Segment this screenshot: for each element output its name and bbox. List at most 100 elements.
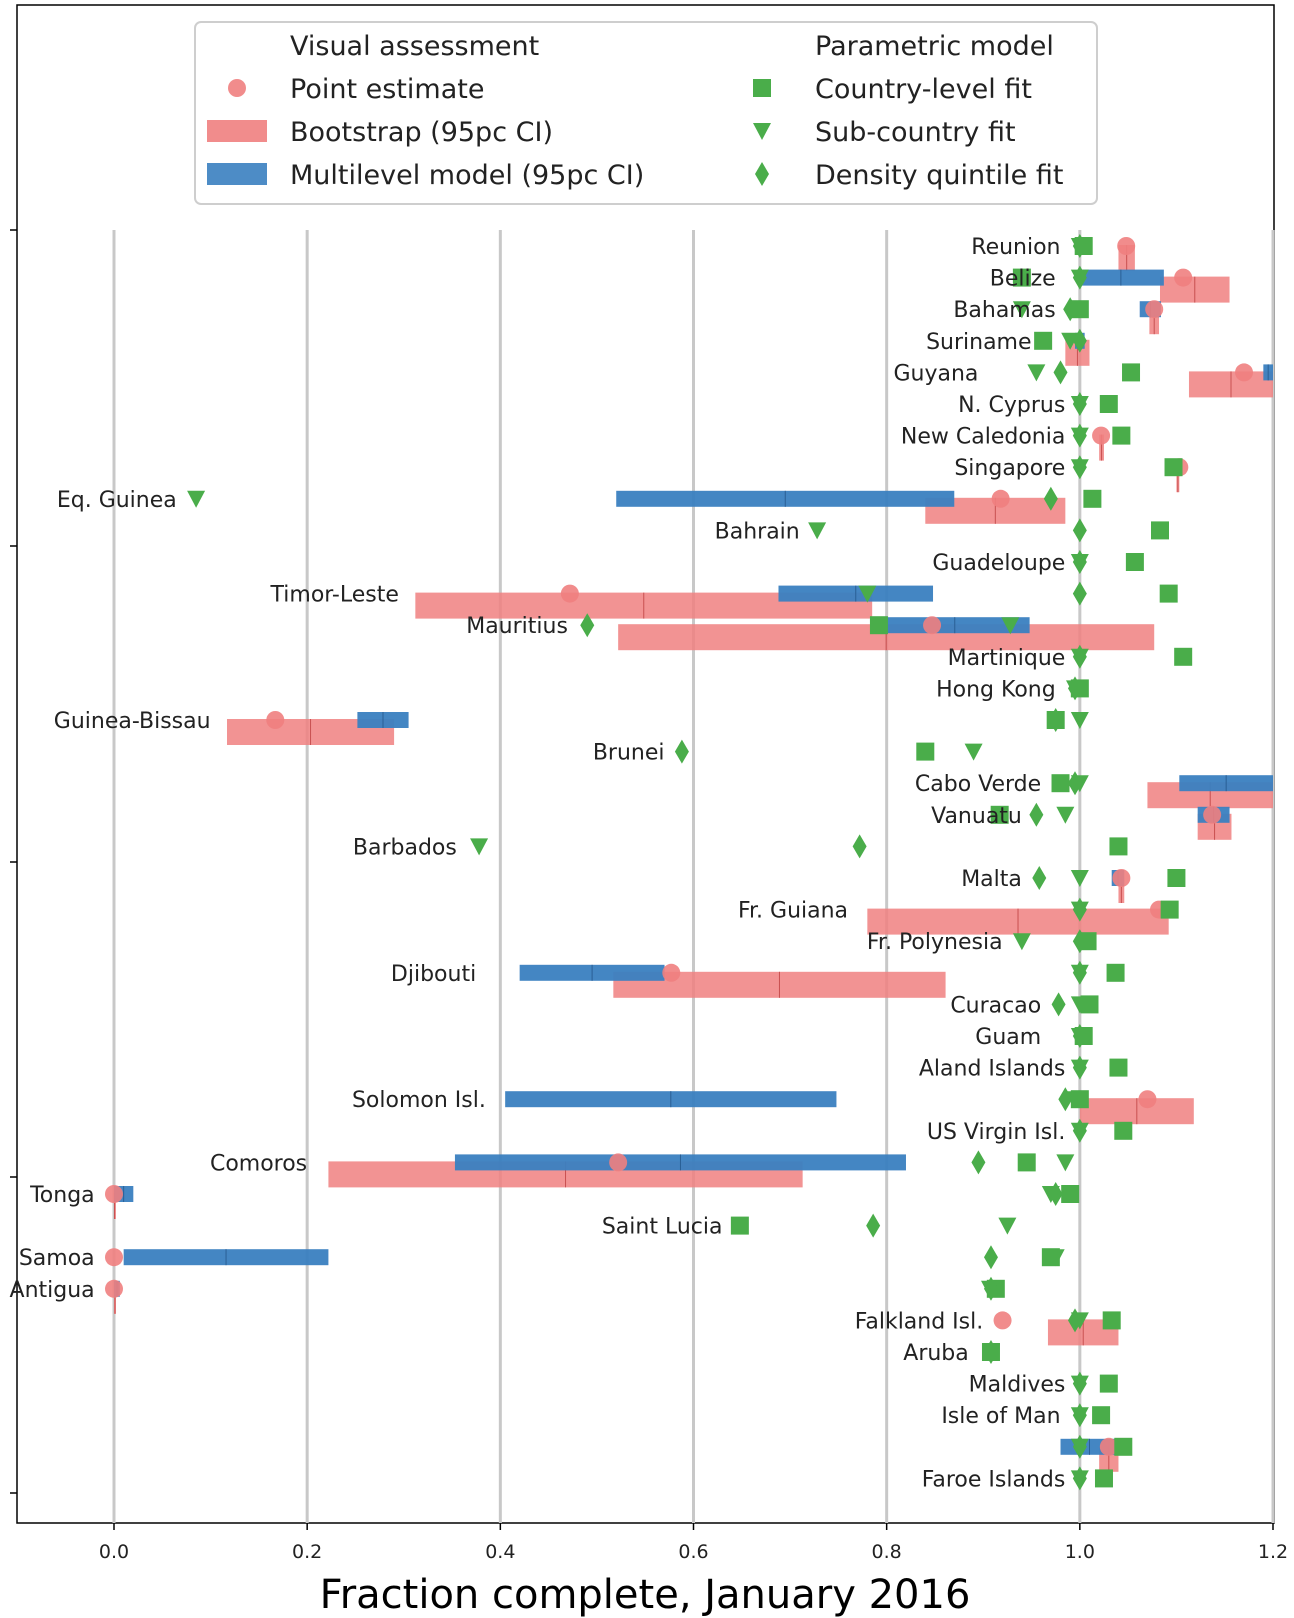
country-row [675,740,983,764]
country-label: Reunion [971,235,1060,260]
country-level-fit [1034,332,1052,350]
legend-entry-label: Multilevel model (95pc CI) [290,160,644,191]
density-quintile-fit [1073,518,1087,542]
country-label: US Virgin Isl. [927,1120,1065,1145]
country-label: Belize [990,267,1056,292]
sub-country-fit [1056,807,1074,824]
country-row [1052,771,1273,808]
country-level-fit [1174,648,1192,666]
country-label: Guam [975,1025,1041,1050]
country-row [994,1308,1121,1345]
country-level-fit [1107,964,1125,982]
country-row [982,1340,1000,1364]
country-level-fit [1167,869,1185,887]
country-label: Faroe Islands [922,1467,1066,1492]
country-label: Isle of Man [941,1404,1060,1429]
density-quintile-fit [1032,866,1046,890]
point-estimate [1203,806,1221,824]
sub-country-fit [187,491,205,508]
x-tick-label: 1.2 [1258,1541,1288,1563]
country-level-fit [1165,458,1183,476]
density-quintile-fit [1073,392,1087,416]
country-level-fit [1095,1469,1113,1487]
country-row [1071,1403,1110,1427]
point-estimate [561,585,579,603]
country-label: Falkland Isl. [855,1309,984,1334]
country-label: Barbados [353,835,457,860]
country-label: Brunei [593,741,665,766]
x-tick-label: 0.2 [292,1541,322,1563]
sub-country-fit [808,522,826,539]
point-estimate [105,1280,123,1298]
density-quintile-fit [1073,961,1087,985]
country-row [991,803,1232,840]
point-estimate [1145,300,1163,318]
point-estimate [1138,1090,1156,1108]
country-row [1052,992,1099,1016]
point-estimate [1235,363,1253,381]
sub-country-fit [1027,364,1045,381]
point-estimate [992,490,1010,508]
country-row [1071,1024,1093,1048]
chart-marks [105,234,1273,1490]
country-label: Solomon Isl. [352,1088,486,1113]
legend-marker-bar [207,163,267,185]
density-quintile-fit [971,1150,985,1174]
country-level-fit [870,616,888,634]
density-quintile-fit [1073,550,1087,574]
country-row [1032,866,1185,903]
country-level-fit [1103,1311,1121,1329]
density-quintile-fit [1073,424,1087,448]
country-label: Eq. Guinea [57,488,177,513]
density-quintile-fit [1073,1056,1087,1080]
country-label: Suriname [926,330,1031,355]
country-row [105,1277,1005,1314]
sub-country-fit [1071,712,1089,729]
x-tick-label: 0.4 [485,1541,515,1563]
point-estimate [105,1185,123,1203]
legend-entry-label: Bootstrap (95pc CI) [290,117,553,148]
density-quintile-fit [1073,582,1087,606]
country-row [470,834,1127,858]
country-row [227,708,1089,745]
legend-entry-label: Density quintile fit [815,160,1063,191]
country-label: Fr. Guiana [738,899,848,924]
x-tick-label: 1.0 [1065,1541,1095,1563]
sub-country-fit [1056,1154,1074,1171]
density-quintile-fit [866,1214,880,1238]
country-label: Cabo Verde [915,772,1041,797]
country-label: Maldives [969,1373,1066,1398]
country-level-fit [1052,774,1070,792]
legend-heading: Visual assessment [290,31,539,62]
country-label: Djibouti [391,962,476,987]
point-estimate [1092,427,1110,445]
density-quintile-fit [1058,1087,1072,1111]
country-labels: ReunionBelizeBahamasSurinameGuyanaN. Cyp… [10,235,1066,1492]
country-row [1034,329,1089,366]
country-level-fit [1100,395,1118,413]
country-row [1027,360,1273,397]
country-row [1066,676,1089,700]
country-level-fit [1109,837,1127,855]
legend-marker-bar [207,120,267,142]
country-level-fit [1160,585,1178,603]
country-level-fit [1109,1059,1127,1077]
legend-entry-label: Sub-country fit [815,117,1016,148]
legend: Visual assessmentPoint estimateBootstrap… [195,22,1097,204]
country-label: Malta [961,867,1022,892]
sub-country-fit [998,1218,1016,1235]
point-estimate [105,1248,123,1266]
country-row [505,1087,1194,1124]
country-row [1071,1372,1118,1396]
country-level-fit [1161,901,1179,919]
country-level-fit [916,743,934,761]
country-label: Comoros [210,1151,307,1176]
country-row [1061,1435,1133,1472]
country-label: Fr. Polynesia [867,930,1003,955]
country-level-fit [1112,427,1130,445]
sub-country-fit [965,744,983,761]
country-row [867,898,1178,935]
legend-marker-circle [228,79,246,97]
country-label: Curacao [950,993,1041,1018]
country-level-fit [1151,521,1169,539]
